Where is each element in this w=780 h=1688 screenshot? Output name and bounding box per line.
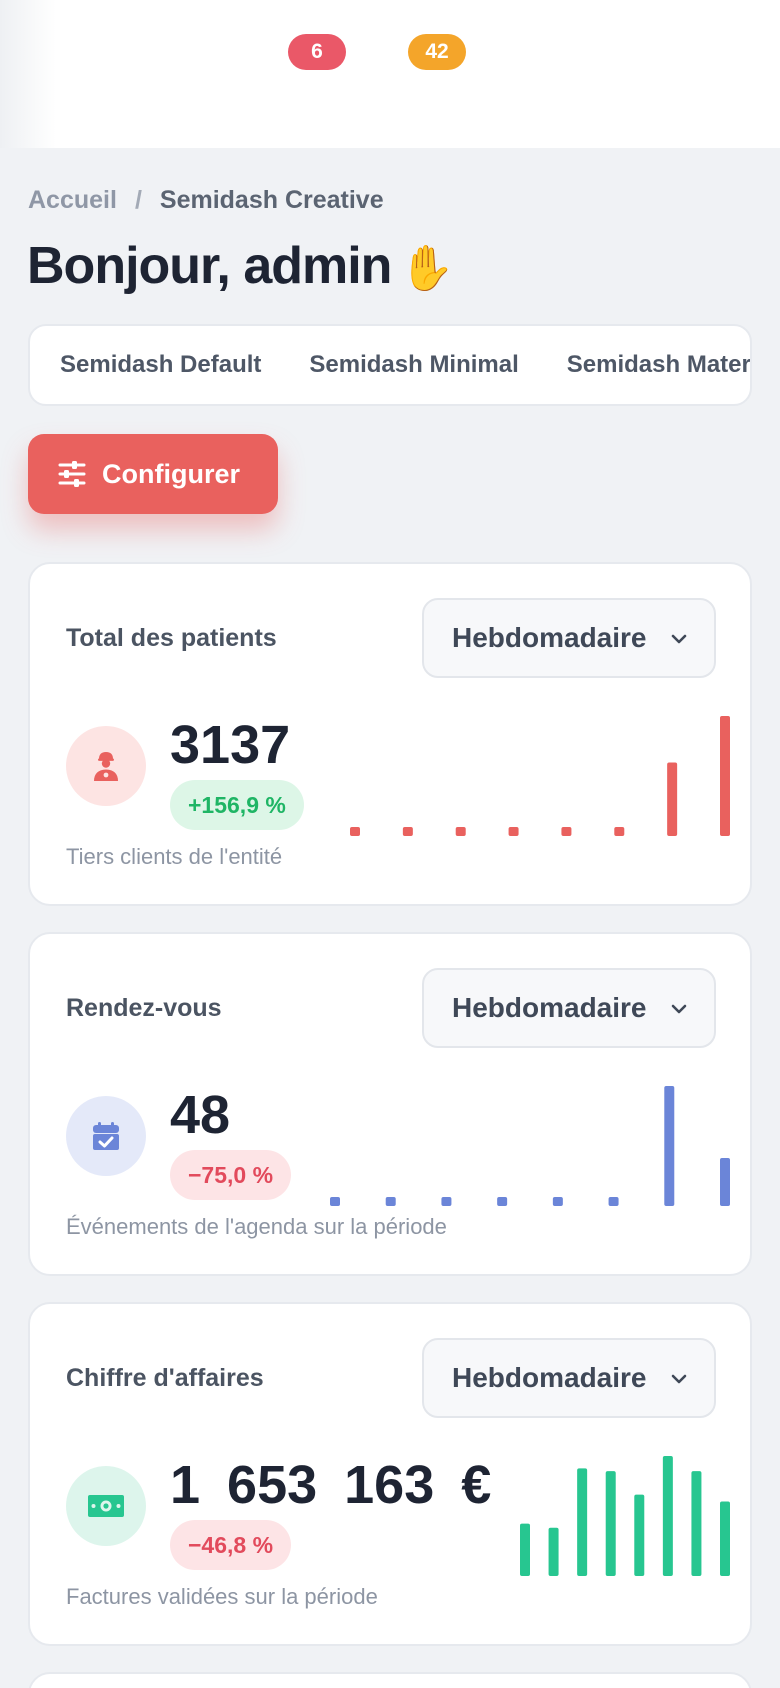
sliders-icon [58,461,86,487]
card-title: Rendez-vous [66,994,222,1022]
top-bar-fade [0,0,56,148]
sparkline-bar [605,1471,616,1576]
sparkline-bar [508,827,519,836]
sparkline-bar [548,1527,559,1576]
patient-icon-wrap [66,726,146,806]
card-title: Total des patients [66,624,277,652]
trend-badge: +156,9 % [170,780,304,830]
top-bar: 6 42 [0,0,780,148]
sparkline-bar [577,1468,588,1576]
chevron-down-icon [671,634,687,644]
sparkline-bar [614,827,625,836]
sparkline-bar [720,1501,730,1576]
sparkline-bar [691,1471,702,1576]
chevron-down-icon [671,1004,687,1014]
period-select-value: Hebdomadaire [452,622,647,653]
configure-button[interactable]: Configurer [28,434,278,514]
card-title: Chiffre d'affaires [66,1364,264,1392]
stat-card-partial [28,1672,752,1688]
chevron-down-icon [671,1374,687,1384]
sparkline-bar [497,1197,508,1206]
sparkline-bar [720,1158,730,1206]
breadcrumb-current: Semidash Creative [159,186,384,214]
period-select[interactable]: Hebdomadaire [422,1338,716,1418]
period-select-value: Hebdomadaire [452,992,647,1023]
sparkline-bar [662,1456,673,1576]
sparkline-bar [608,1197,619,1206]
dashboard-tabs: Semidash Default Semidash Minimal Semida… [28,324,752,406]
sparkline-bar [720,716,730,836]
money-bill-icon [88,1495,124,1517]
sparkline-bar [561,827,572,836]
stat-card-appointments: Rendez-vous Hebdomadaire 48 −75,0 % Évén… [28,932,752,1276]
trend-badge: −75,0 % [170,1150,292,1200]
sparkline-bar [350,827,360,836]
page-title: Bonjour, admin [27,237,392,295]
trend-badge: −46,8 % [170,1520,292,1570]
sparkline-bar [667,762,678,836]
sparkline-chart [520,1456,730,1576]
alert-badge[interactable]: 42 [408,34,466,70]
card-subtitle: Factures validées sur la période [66,1584,378,1609]
sparkline-bar [330,1197,340,1206]
sparkline-bar [385,1197,396,1206]
tab-semidash-material[interactable]: Semidash Material [566,351,751,378]
sparkline-bar [520,1523,530,1576]
period-select[interactable]: Hebdomadaire [422,598,716,678]
breadcrumb: Accueil / Semidash Creative [28,186,384,215]
notification-badge[interactable]: 6 [288,34,346,70]
sparkline-chart [350,716,730,836]
page-title-row: Bonjour, admin ✋ [27,236,454,296]
sparkline-bar [664,1086,675,1206]
tab-semidash-default[interactable]: Semidash Default [60,351,262,378]
configure-button-label: Configurer [102,458,240,489]
stat-value: 48 [170,1085,231,1145]
sparkline-bar [402,827,413,836]
period-select-value: Hebdomadaire [452,1362,647,1393]
breadcrumb-separator: / [134,186,142,214]
sparkline-bar [552,1197,563,1206]
money-icon-wrap [66,1466,146,1546]
period-select[interactable]: Hebdomadaire [422,968,716,1048]
stat-value: 3137 [170,715,291,775]
calendar-check-icon [93,1122,119,1150]
sparkline-bar [455,827,466,836]
sparkline-bar [441,1197,452,1206]
card-subtitle: Événements de l'agenda sur la période [66,1214,447,1239]
breadcrumb-home-link[interactable]: Accueil [28,186,117,214]
sparkline-bar [634,1494,645,1576]
patient-icon [94,752,118,781]
stat-value: 1 653 163 € [170,1455,492,1515]
waving-hand-icon: ✋ [399,243,454,294]
card-subtitle: Tiers clients de l'entité [66,844,283,869]
stat-card-revenue: Chiffre d'affaires Hebdomadaire 1 653 16… [28,1302,752,1646]
stat-card-patients: Total des patients Hebdomadaire 3137 +15… [28,562,752,906]
calendar-icon-wrap [66,1096,146,1176]
sparkline-chart [330,1086,730,1206]
tab-semidash-minimal[interactable]: Semidash Minimal [309,351,519,378]
